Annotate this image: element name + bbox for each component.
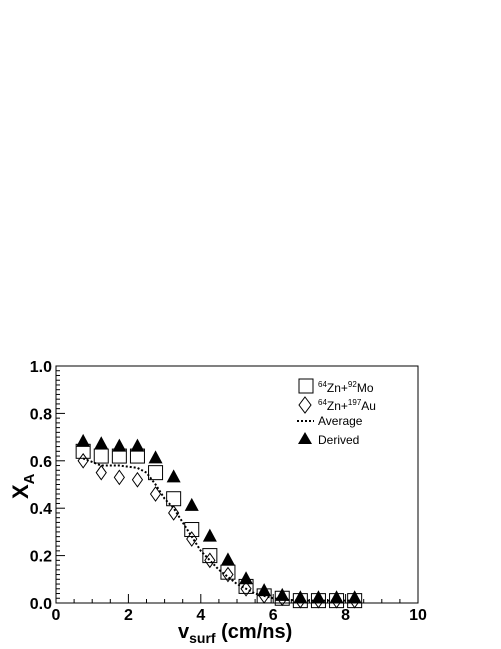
zn-au-point (149, 486, 162, 502)
zn-mo-point (184, 522, 200, 538)
tick-labels: 0 2 4 6 8 10 0.0 0.2 0.4 0.6 0.8 1.0 (30, 359, 427, 624)
legend-zn-mo-mass2: 92 (348, 380, 357, 389)
y-axis-title: XA (8, 473, 38, 499)
legend-square-marker (298, 378, 314, 394)
derived-point (202, 528, 217, 542)
derived-point (239, 571, 254, 585)
x-tick-label: 10 (409, 607, 427, 624)
x-axis-title-main: v (178, 621, 190, 643)
x-axis-title-sub: surf (189, 630, 216, 646)
legend-zn-mo-label: 64Zn+92Mo (318, 380, 374, 395)
legend: 64Zn+92Mo 64Zn+197Au Average Derived (297, 378, 376, 447)
legend-zn-au-mass1: 64 (318, 398, 327, 407)
zn-mo-point (93, 448, 109, 464)
zn-au-point (168, 505, 180, 521)
x-tick-label: 2 (124, 607, 133, 624)
y-tick-label: 0.6 (30, 454, 52, 471)
legend-zn-mo-elem1: Zn+ (327, 381, 348, 395)
legend-zn-au-label: 64Zn+197Au (318, 398, 376, 413)
zn-mo-point (202, 548, 218, 564)
derived-point (148, 450, 163, 464)
derived-point (76, 433, 91, 447)
zn-au-point (113, 469, 125, 486)
x-tick-label: 0 (52, 607, 61, 624)
y-axis-title-main: X (8, 484, 33, 499)
derived-point (220, 552, 235, 566)
zn-mo-point (148, 465, 164, 481)
plot-area (55, 365, 419, 609)
legend-diamond-marker (298, 396, 312, 414)
x-tick-label: 6 (269, 607, 278, 624)
derived-point (94, 436, 109, 450)
derived-point (275, 587, 290, 601)
derived-point (293, 590, 308, 604)
derived-point (130, 438, 145, 452)
zn-au-point (186, 531, 198, 547)
zn-au-point (77, 452, 89, 469)
derived-point (347, 590, 362, 604)
x-axis-title-unit: (cm/ns) (216, 621, 293, 643)
y-axis-title-sub: A (21, 473, 38, 484)
zn-au-point (204, 552, 216, 569)
zn-au-point (222, 566, 234, 583)
legend-zn-au-elem1: Zn+ (327, 399, 348, 413)
legend-average-label: Average (318, 414, 363, 428)
derived-point (329, 590, 344, 604)
y-tick-label: 1.0 (30, 359, 52, 376)
x-axis-title: vsurf (cm/ns) (178, 621, 292, 646)
y-tick-label: 0.4 (30, 501, 52, 518)
legend-derived-label: Derived (318, 433, 359, 447)
derived-point (184, 497, 199, 511)
legend-zn-au-mass2: 197 (348, 398, 362, 407)
y-tick-label: 0.8 (30, 406, 52, 423)
zn-au-point (95, 464, 107, 481)
data-markers (75, 433, 363, 609)
legend-zn-mo-elem2: Mo (357, 381, 374, 395)
derived-point (311, 590, 326, 604)
zn-au-point (131, 471, 144, 488)
average-curve (82, 457, 355, 602)
zn-au-point (240, 580, 252, 597)
derived-point (257, 583, 272, 597)
x-tick-label: 4 (196, 607, 205, 624)
average-line (82, 457, 355, 602)
derived-point (112, 438, 127, 452)
legend-triangle-marker (298, 432, 312, 444)
x-tick-label: 8 (341, 607, 350, 624)
legend-zn-mo-mass1: 64 (318, 380, 327, 389)
y-tick-label: 0.2 (30, 549, 52, 566)
y-tick-label: 0.0 (30, 596, 52, 613)
derived-point (166, 469, 181, 483)
legend-zn-au-elem2: Au (361, 399, 376, 413)
